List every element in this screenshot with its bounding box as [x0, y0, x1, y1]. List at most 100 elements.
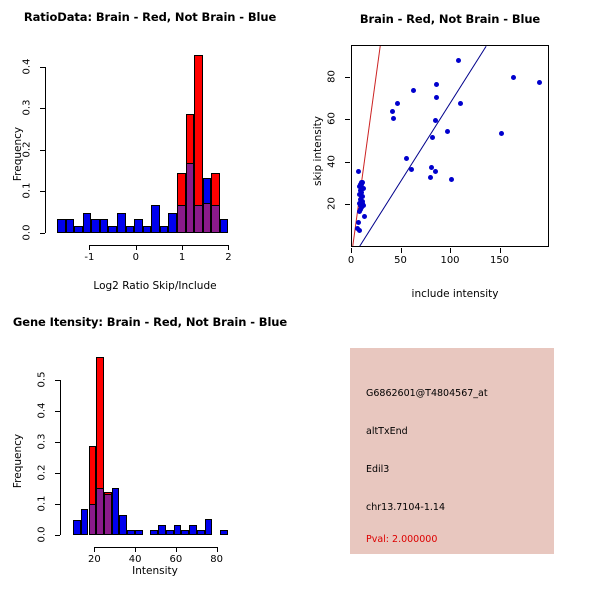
y-axis-tick-label: 0.3: [36, 433, 48, 450]
ratio-histogram-xlabel: Log2 Ratio Skip/Include: [93, 280, 217, 292]
scatter-point: [361, 202, 367, 208]
x-axis-tick-label: 80: [210, 554, 223, 565]
x-axis-tick: [182, 245, 184, 250]
scatter-point: [359, 181, 365, 187]
y-axis-tick-label: 60: [326, 112, 338, 126]
y-axis-line: [60, 379, 61, 535]
histogram-bar-not-brain: [168, 212, 177, 233]
y-axis-tick-label: 0.0: [21, 224, 33, 241]
y-axis-tick: [40, 191, 45, 193]
scatter-point: [536, 79, 542, 85]
histogram-bar-not-brain: [134, 219, 143, 233]
scatter-point: [433, 94, 439, 100]
x-axis-tick: [175, 547, 177, 552]
histogram-bar-overlap: [103, 493, 112, 535]
histogram-bar-not-brain: [80, 508, 89, 535]
y-axis-tick-label: 0.1: [21, 182, 33, 199]
x-axis-tick: [499, 248, 501, 253]
y-axis-tick: [345, 119, 350, 121]
intensity-scatter-frame: [351, 45, 549, 247]
histogram-bar-not-brain: [111, 488, 120, 535]
x-axis-line: [94, 547, 217, 548]
y-axis-tick: [55, 379, 60, 381]
x-axis-tick-label: 0: [347, 255, 355, 266]
y-axis-tick: [345, 76, 350, 78]
scatter-point: [357, 228, 363, 234]
y-axis-tick: [40, 66, 45, 68]
y-axis-tick-label: 0.0: [36, 526, 48, 543]
scatter-point: [356, 168, 362, 174]
x-axis-tick-label: 60: [169, 554, 183, 565]
scatter-point: [429, 134, 435, 140]
histogram-bar-not-brain: [204, 519, 213, 535]
scatter-point: [360, 194, 366, 200]
x-axis-tick-label: 40: [128, 554, 142, 565]
x-axis-tick: [94, 547, 96, 552]
scatter-point: [432, 117, 438, 123]
y-axis-tick-label: 0.4: [21, 58, 33, 75]
x-axis-tick: [135, 245, 137, 250]
x-axis-tick-label: 50: [394, 255, 407, 266]
histogram-bar-not-brain: [158, 524, 166, 535]
y-axis-tick-label: 0.2: [36, 464, 48, 481]
scatter-point: [433, 81, 439, 87]
histogram-bar-not-brain: [159, 226, 169, 233]
probe-id-label: G6862601@T4804567_at: [366, 388, 488, 399]
scatter-point: [357, 209, 363, 215]
ratio-histogram-title: RatioData: Brain - Red, Not Brain - Blue: [23, 10, 277, 24]
y-axis-tick: [345, 161, 350, 163]
scatter-point: [358, 192, 364, 198]
x-axis-tick: [228, 245, 230, 250]
x-axis-tick-label: 150: [489, 255, 510, 266]
scatter-point: [362, 213, 368, 219]
scatter-point: [444, 128, 450, 134]
intensity-scatter-title: Brain - Red, Not Brain - Blue: [359, 12, 541, 26]
histogram-bar-not-brain: [189, 524, 197, 535]
scatter-fit-line: [357, 46, 487, 246]
histogram-bar-not-brain: [73, 519, 81, 535]
histogram-bar-not-brain: [219, 219, 229, 233]
histogram-bar-overlap: [202, 203, 212, 233]
histogram-bar-not-brain: [165, 530, 174, 535]
intensity-scatter-ylabel: skip intensity: [312, 116, 324, 186]
scatter-point: [458, 100, 464, 106]
scatter-point: [456, 58, 462, 64]
histogram-bar-not-brain: [65, 219, 75, 233]
histogram-bar-not-brain: [99, 219, 109, 233]
y-axis-tick-label: 80: [326, 70, 338, 83]
histogram-bar-not-brain: [74, 226, 83, 233]
y-axis-tick: [55, 472, 60, 474]
y-axis-tick: [345, 204, 350, 206]
y-axis-tick-label: 0.4: [36, 402, 48, 419]
scatter-point: [432, 168, 438, 174]
histogram-bar-overlap: [185, 163, 195, 233]
histogram-bar-overlap: [88, 503, 97, 535]
x-axis-tick: [400, 248, 402, 253]
scatter-point: [391, 115, 397, 121]
locus-label: chr13.7104-1.14: [366, 502, 446, 513]
scatter-point: [395, 100, 401, 106]
histogram-bar-not-brain: [119, 514, 128, 535]
scatter-point: [403, 156, 409, 162]
x-axis-line: [89, 245, 229, 246]
y-axis-tick-label: 0.5: [36, 371, 48, 388]
y-axis-tick: [55, 410, 60, 412]
gene-intensity-histogram-title: Gene Itensity: Brain - Red, Not Brain - …: [12, 315, 288, 329]
histogram-bar-not-brain: [196, 530, 205, 535]
histogram-bar-overlap: [176, 204, 186, 233]
scatter-point: [356, 219, 362, 225]
x-axis-tick: [89, 245, 91, 250]
histogram-bar-not-brain: [151, 204, 160, 233]
x-axis-tick-label: -1: [84, 252, 95, 263]
x-axis-tick: [135, 547, 137, 552]
histogram-bar-not-brain: [142, 226, 152, 233]
scatter-point: [427, 175, 433, 181]
x-axis-tick-label: 0: [132, 252, 139, 263]
histogram-bar-overlap: [96, 488, 104, 535]
y-axis-tick-label: 0.2: [21, 141, 33, 158]
histogram-bar-not-brain: [116, 212, 126, 233]
y-axis-tick-label: 40: [326, 155, 338, 168]
histogram-bar-not-brain: [134, 530, 143, 535]
scatter-point: [390, 109, 396, 115]
ratio-histogram-panel: RatioData: Brain - Red, Not Brain - Blue…: [0, 0, 300, 300]
